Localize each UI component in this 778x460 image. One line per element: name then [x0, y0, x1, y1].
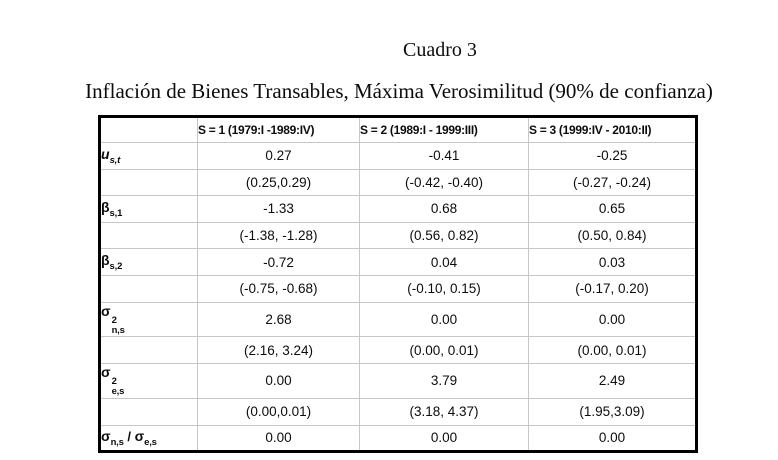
param-symbol: β [101, 198, 110, 215]
param-supsub: 2 n,s [111, 314, 125, 336]
row-label-beta2: βs,2 [99, 248, 198, 276]
value-cell: 0.65 [528, 195, 697, 223]
col-header-s2: S = 2 (1989:I - 1999:III) [359, 116, 529, 143]
param-symbol: σ [134, 427, 145, 444]
table-row-ci: (-1.38, -1.28) (0.56, 0.82) (0.50, 0.84) [99, 221, 697, 250]
param-symbol: β [101, 252, 110, 269]
param-subscript: e,s [144, 436, 157, 448]
value-cell: 2.68 [197, 301, 360, 338]
estimates-table: S = 1 (1979:I -1989:IV) S = 2 (1989:I - … [98, 115, 698, 454]
ci-cell: (-0.27, -0.24) [528, 168, 697, 197]
table-row: σ 2 n,s 2.68 0.00 0.00 [99, 301, 697, 338]
value-cell: 0.04 [359, 248, 529, 276]
ci-cell: (-1.38, -1.28) [197, 221, 360, 250]
value-cell: 0.00 [528, 301, 697, 338]
value-cell: 0.68 [359, 195, 529, 223]
param-subscript: n,s [110, 436, 124, 448]
corner-cell [99, 116, 198, 143]
header-row: S = 1 (1979:I -1989:IV) S = 2 (1989:I - … [99, 116, 697, 143]
value-cell: 0.00 [528, 424, 697, 453]
table-row: βs,1 -1.33 0.68 0.65 [99, 195, 697, 223]
row-label-sigma2-n: σ 2 n,s [99, 301, 198, 338]
table-row-ci: (0.00,0.01) (3.18, 4.37) (1.95,3.09) [99, 397, 697, 426]
param-symbol: σ [101, 364, 111, 381]
table-row: σn,s / σe,s 0.00 0.00 0.00 [99, 424, 697, 453]
row-label-u: us,t [99, 142, 198, 170]
value-cell: 0.00 [197, 424, 360, 453]
value-cell: -1.33 [197, 195, 360, 223]
ci-cell: (-0.17, 0.20) [528, 274, 697, 303]
param-subscript: s,t [109, 154, 121, 166]
row-label-empty [99, 397, 198, 426]
ci-cell: (-0.75, -0.68) [197, 274, 360, 303]
value-cell: -0.41 [359, 142, 529, 170]
ci-cell: (0.00,0.01) [197, 397, 360, 426]
col-header-s1: S = 1 (1979:I -1989:IV) [197, 116, 360, 143]
ci-cell: (0.56, 0.82) [359, 221, 529, 250]
table-row-ci: (-0.75, -0.68) (-0.10, 0.15) (-0.17, 0.2… [99, 274, 697, 303]
param-symbol: u [101, 145, 110, 162]
ci-cell: (0.00, 0.01) [359, 336, 529, 365]
row-label-empty [99, 168, 198, 197]
param-symbol: σ [101, 427, 111, 444]
value-cell: 0.03 [528, 248, 697, 276]
table-subtitle: Inflación de Bienes Transables, Máxima V… [85, 79, 713, 103]
table-row: us,t 0.27 -0.41 -0.25 [99, 142, 697, 170]
param-subscript: e,s [111, 386, 125, 398]
ci-cell: (2.16, 3.24) [197, 336, 360, 365]
table-row-ci: (0.25,0.29) (-0.42, -0.40) (-0.27, -0.24… [99, 168, 697, 197]
row-label-empty [99, 221, 198, 250]
table-caption: Cuadro 3 [403, 39, 477, 61]
row-label-empty [99, 274, 198, 303]
table-row-ci: (2.16, 3.24) (0.00, 0.01) (0.00, 0.01) [99, 336, 697, 365]
col-header-s3: S = 3 (1999:IV - 2010:II) [528, 116, 697, 143]
value-cell: -0.25 [528, 142, 697, 170]
ci-cell: (0.50, 0.84) [528, 221, 697, 250]
row-label-sigma2-e: σ 2 e,s [99, 363, 198, 399]
ci-cell: (0.25,0.29) [197, 168, 360, 197]
value-cell: 0.00 [359, 301, 529, 338]
value-cell: 3.79 [359, 363, 529, 399]
ci-cell: (0.00, 0.01) [528, 336, 697, 365]
row-label-empty [99, 336, 198, 365]
param-superscript: 2 [111, 376, 117, 388]
param-supsub: 2 e,s [111, 376, 125, 398]
ci-cell: (1.95,3.09) [528, 397, 697, 426]
param-symbol: σ [101, 302, 111, 319]
ci-cell: (-0.42, -0.40) [359, 168, 529, 197]
ratio-slash: / [123, 428, 135, 444]
row-label-sigma-ratio: σn,s / σe,s [99, 424, 198, 453]
table-row: βs,2 -0.72 0.04 0.03 [99, 248, 697, 276]
value-cell: 0.00 [359, 424, 529, 453]
value-cell: 0.27 [197, 142, 360, 170]
param-subscript: s,1 [109, 207, 123, 219]
table-row: σ 2 e,s 0.00 3.79 2.49 [99, 363, 697, 399]
ci-cell: (-0.10, 0.15) [359, 274, 529, 303]
value-cell: 2.49 [528, 363, 697, 399]
param-superscript: 2 [111, 314, 117, 326]
param-subscript: s,2 [109, 261, 123, 273]
value-cell: 0.00 [197, 363, 360, 399]
ci-cell: (3.18, 4.37) [359, 397, 529, 426]
row-label-beta1: βs,1 [99, 195, 198, 223]
value-cell: -0.72 [197, 248, 360, 276]
param-subscript: n,s [111, 325, 125, 336]
